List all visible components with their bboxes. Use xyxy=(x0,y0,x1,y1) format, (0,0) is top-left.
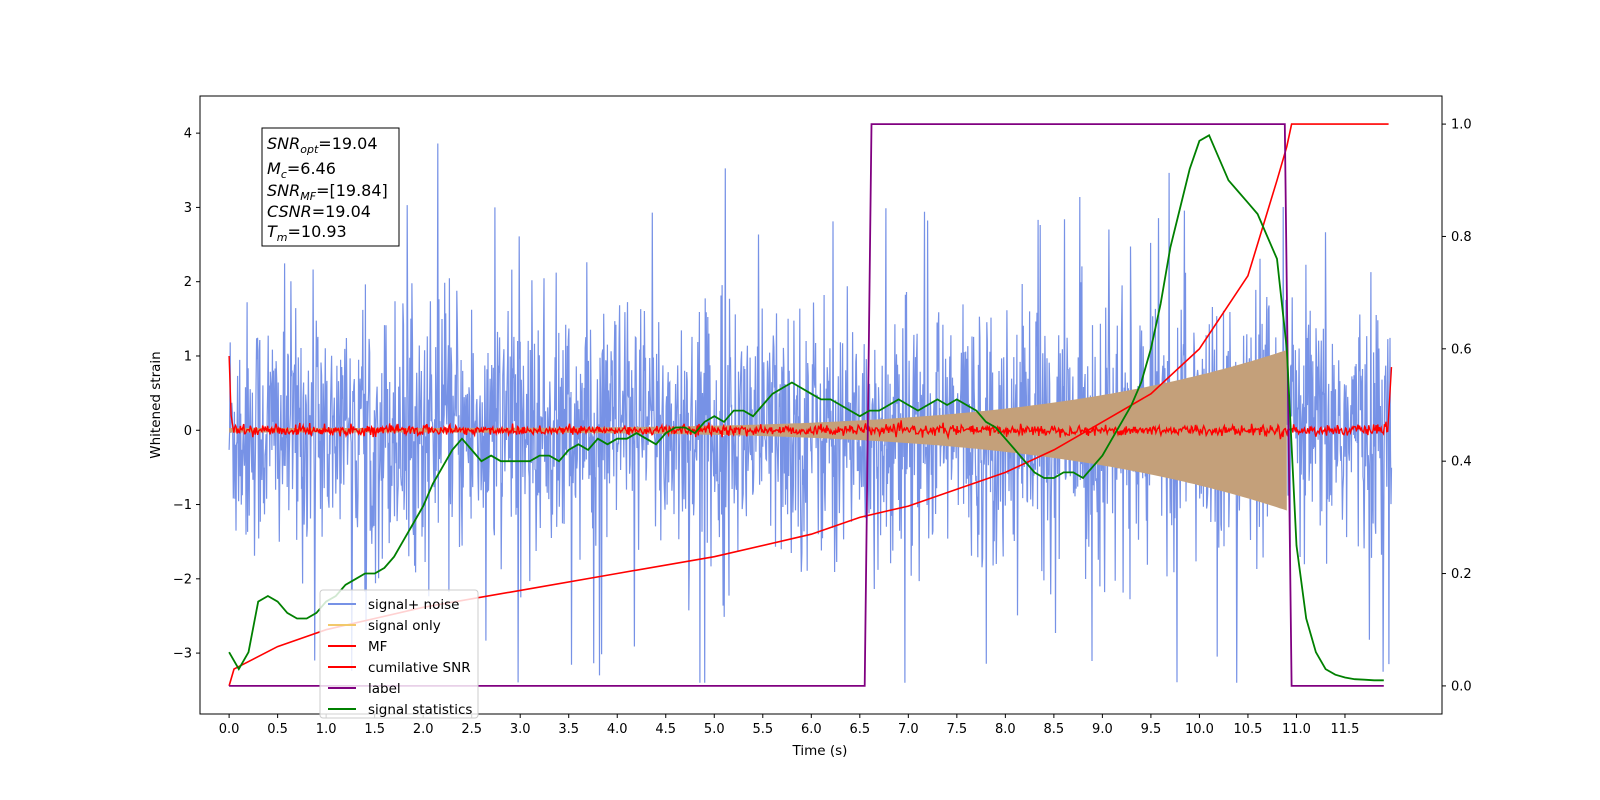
x-tick-label: 0.0 xyxy=(219,722,240,737)
x-tick-label: 7.0 xyxy=(898,722,919,737)
y2-tick-label: 1.0 xyxy=(1451,118,1472,133)
x-tick-label: 5.0 xyxy=(704,722,725,737)
annotation-snr-mf: SNRMF=[19.84] xyxy=(267,181,388,203)
legend-label: signal statistics xyxy=(368,702,472,718)
x-tick-label: 11.5 xyxy=(1330,722,1359,737)
x-tick-label: 1.0 xyxy=(316,722,337,737)
series-signal-statistics xyxy=(228,134,1384,682)
y-tick-label: −2 xyxy=(173,572,192,587)
annotation-box: SNRopt=19.04 Mc=6.46 SNRMF=[19.84] CSNR=… xyxy=(261,127,400,247)
legend: signal+ noise signal only MF cumilative SNR… xyxy=(319,589,479,719)
legend-label: MF xyxy=(368,639,387,655)
x-tick-label: 0.5 xyxy=(267,722,288,737)
annotation-csnr: CSNR=19.04 xyxy=(267,202,371,221)
legend-label: cumilative SNR xyxy=(368,660,471,676)
x-tick-label: 3.0 xyxy=(510,722,531,737)
y-tick-label: 2 xyxy=(184,275,192,290)
series-label xyxy=(229,123,1384,687)
x-axis: 0.0 0.5 1.0 1.5 2.0 2.5 3.0 3.5 4.0 4.5 5.0 5.5 6.0 6… xyxy=(219,714,1359,737)
y-tick-label: −1 xyxy=(173,498,192,513)
y-axis-left: 4 3 2 1 0 −1 −2 −3 xyxy=(173,127,200,662)
y-axis-right: 1.0 0.8 0.6 0.4 0.2 0.0 xyxy=(1442,118,1472,694)
legend-label: signal+ noise xyxy=(368,597,459,613)
x-tick-label: 4.5 xyxy=(655,722,676,737)
x-tick-label: 8.5 xyxy=(1044,722,1065,737)
y2-tick-label: 0.0 xyxy=(1451,679,1472,694)
x-tick-label: 8.0 xyxy=(995,722,1016,737)
x-tick-label: 10.5 xyxy=(1233,722,1262,737)
y2-tick-label: 0.8 xyxy=(1451,230,1472,245)
x-tick-label: 4.0 xyxy=(607,722,628,737)
y-tick-label: 0 xyxy=(184,424,192,439)
y2-tick-label: 0.6 xyxy=(1451,342,1472,357)
x-tick-label: 2.0 xyxy=(413,722,434,737)
y-axis-label: Whitened strain xyxy=(148,351,164,458)
x-tick-label: 9.0 xyxy=(1092,722,1113,737)
series-mf xyxy=(228,355,1393,440)
x-tick-label: 10.0 xyxy=(1185,722,1214,737)
y-tick-label: −3 xyxy=(173,647,192,662)
legend-label: signal only xyxy=(368,618,441,634)
x-tick-label: 5.5 xyxy=(752,722,773,737)
y2-tick-label: 0.4 xyxy=(1451,455,1472,470)
plot-frame xyxy=(199,95,1443,715)
y2-tick-label: 0.2 xyxy=(1451,567,1472,582)
x-tick-label: 11.0 xyxy=(1282,722,1311,737)
y-tick-label: 4 xyxy=(184,127,192,142)
x-axis-label: Time (s) xyxy=(792,743,848,759)
legend-label: label xyxy=(368,681,401,697)
x-tick-label: 1.5 xyxy=(364,722,385,737)
y-tick-label: 3 xyxy=(184,201,192,216)
x-tick-label: 9.5 xyxy=(1141,722,1162,737)
annotation-mc: Mc=6.46 xyxy=(267,159,336,181)
y-tick-label: 1 xyxy=(184,349,192,364)
annotation-snr-opt: SNRopt=19.04 xyxy=(267,134,378,156)
x-tick-label: 3.5 xyxy=(558,722,579,737)
x-tick-label: 2.5 xyxy=(461,722,482,737)
x-tick-label: 6.5 xyxy=(849,722,870,737)
x-tick-label: 7.5 xyxy=(947,722,968,737)
annotation-tm: Tm=10.93 xyxy=(267,222,347,244)
x-tick-label: 6.0 xyxy=(801,722,822,737)
